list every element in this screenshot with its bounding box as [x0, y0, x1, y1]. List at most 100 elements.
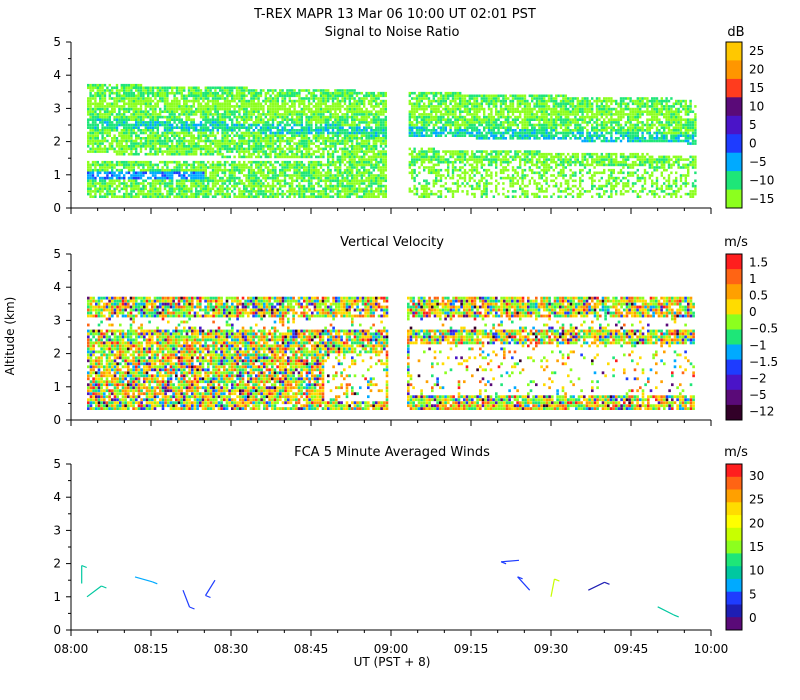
figure-title: T-REX MAPR 13 Mar 06 10:00 UT 02:01 PST [253, 7, 536, 22]
wind-barb-flag [189, 606, 195, 610]
colorbar-label: 10 [749, 564, 764, 578]
wind-barb-flag [205, 594, 211, 599]
wind-barb [182, 589, 191, 608]
colorbar-swatch [726, 489, 742, 503]
colorbar-label: 25 [749, 44, 764, 58]
wind-barb-flag [517, 576, 523, 580]
colorbar-label: 10 [749, 100, 764, 114]
wind-barb-flag [152, 581, 158, 585]
y-tick-label: 1 [53, 590, 61, 604]
velocity-panel: Vertical Velocity m/s [71, 235, 748, 420]
colorbar-frame [725, 41, 743, 209]
winds-units: m/s [724, 445, 748, 460]
colorbar-label: −1 [749, 338, 767, 352]
colorbar-label: −10 [749, 173, 774, 187]
colorbar-label: 0 [749, 611, 757, 625]
y-tick-label: 4 [53, 490, 61, 504]
winds-panel: FCA 5 Minute Averaged Winds m/s [71, 445, 748, 630]
colorbar-swatch [726, 476, 742, 491]
wind-barb-flag [554, 578, 560, 582]
x-tick-label: 08:15 [134, 642, 169, 656]
x-tick-label: 08:45 [294, 642, 329, 656]
y-tick-label: 2 [53, 347, 61, 361]
axes: 0 1 2 3 4 5 0 1 2 3 4 5 0 1 2 3 4 5 08:00 08:15 08:30 08:45 09… [53, 35, 728, 656]
colorbar-swatch [726, 344, 742, 361]
colorbar-swatch [726, 374, 742, 391]
velocity-units: m/s [724, 235, 748, 250]
y-tick-label: 2 [53, 557, 61, 571]
x-tick-label: 09:00 [374, 642, 409, 656]
y-tick-label: 0 [53, 413, 61, 427]
x-tick-label: 08:30 [214, 642, 249, 656]
colorbar-label: −0.5 [749, 322, 778, 336]
colorbar-swatch [726, 359, 742, 376]
x-tick-label: 09:15 [454, 642, 489, 656]
y-tick-label: 2 [53, 135, 61, 149]
colorbar-swatch [726, 329, 742, 346]
winds-field [81, 559, 679, 618]
snr-panel-title: Signal to Noise Ratio [325, 25, 460, 40]
colorbar-label: 0.5 [749, 289, 768, 303]
wind-barb [657, 606, 674, 616]
colorbar-label: 30 [749, 469, 764, 483]
wind-barb [86, 585, 102, 598]
colorbars: 25 20 15 10 5 0 −5 −10 −15 1.5 1 0.5 0 −0.5 −1 −1.5 −2 −5… [725, 41, 778, 631]
colorbar-label: 5 [749, 587, 757, 601]
y-tick-label: 5 [53, 35, 61, 49]
x-axis-label: UT (PST + 8) [354, 655, 431, 669]
wind-barb-flag [101, 585, 107, 589]
y-tick-label: 5 [53, 457, 61, 471]
colorbar-swatch [726, 553, 742, 567]
colorbar-label: 25 [749, 493, 764, 507]
y-tick-label: 4 [53, 68, 61, 82]
y-tick-label: 3 [53, 101, 61, 115]
colorbar-label: 1 [749, 272, 757, 286]
colorbar-label: −15 [749, 192, 774, 206]
y-tick-label: 1 [53, 168, 61, 182]
colorbar-swatch [726, 134, 742, 154]
colorbar-label: 0 [749, 305, 757, 319]
colorbar-swatch [726, 540, 742, 554]
colorbar-label: 0 [749, 136, 757, 150]
colorbar-label: −5 [749, 155, 767, 169]
y-tick-label: 4 [53, 280, 61, 294]
colorbar-label: 5 [749, 118, 757, 132]
colorbar-swatch [726, 578, 742, 593]
wind-barb [204, 579, 216, 596]
x-tick-label: 08:00 [54, 642, 89, 656]
wind-barb [588, 581, 605, 591]
colorbar-swatch [726, 527, 742, 542]
winds-plot-area [71, 464, 711, 630]
colorbar-swatch [726, 566, 742, 580]
colorbar-swatch [726, 617, 742, 631]
colorbar-swatch [726, 314, 742, 330]
wind-barb [517, 576, 531, 591]
colorbar-swatch [726, 515, 742, 529]
colorbar-swatch [726, 389, 742, 406]
colorbar-swatch [726, 284, 742, 300]
colorbar-label: −5 [749, 388, 767, 402]
colorbar-label: 15 [749, 540, 764, 554]
colorbar-swatch [726, 591, 742, 605]
wind-barb [501, 559, 520, 563]
wind-barb-flag [81, 564, 87, 569]
colorbar-swatch [726, 502, 742, 516]
colorbar-swatch [726, 299, 742, 315]
winds-panel-title: FCA 5 Minute Averaged Winds [294, 445, 490, 460]
x-tick-label: 09:30 [534, 642, 569, 656]
colorbar-swatch [726, 269, 742, 285]
y-tick-label: 5 [53, 247, 61, 261]
colorbar-frame [725, 253, 743, 421]
y-tick-label: 1 [53, 380, 61, 394]
colorbar-swatch [726, 464, 742, 478]
colorbar-swatch [726, 152, 742, 172]
colorbar-swatch [726, 171, 742, 190]
colorbar-swatch [726, 42, 742, 61]
velocity-field [87, 296, 695, 410]
snr-field [87, 83, 697, 198]
colorbar-swatch [726, 604, 742, 618]
colorbar-swatch [726, 97, 742, 117]
y-tick-label: 3 [53, 523, 61, 537]
colorbar-swatch [726, 404, 742, 421]
